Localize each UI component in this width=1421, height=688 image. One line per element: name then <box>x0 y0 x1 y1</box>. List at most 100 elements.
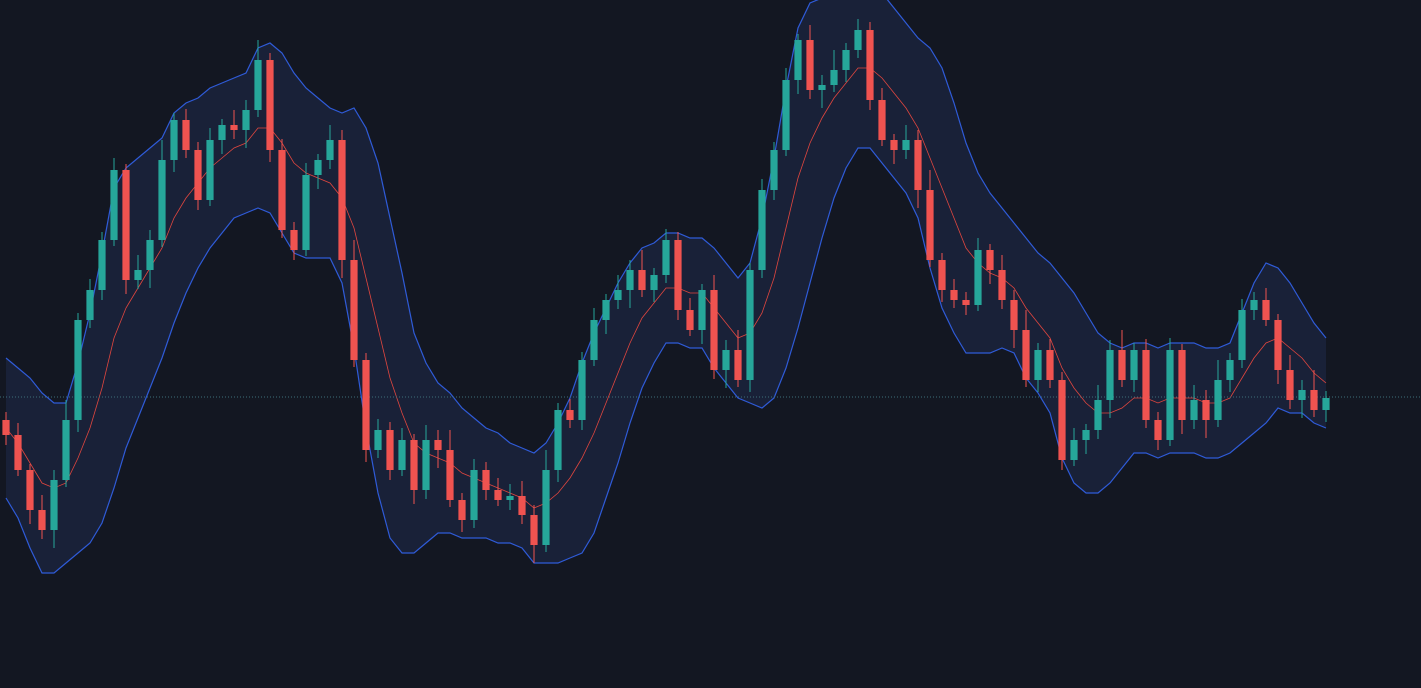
candle-body <box>410 440 418 490</box>
candle-body <box>1238 310 1246 360</box>
candle-layer <box>2 19 1330 563</box>
candle-body <box>818 85 826 90</box>
candle-body <box>1046 350 1054 380</box>
candle-body <box>110 170 118 240</box>
candle-body <box>746 270 754 380</box>
candle-body <box>710 290 718 370</box>
candle-body <box>50 480 58 530</box>
candle-body <box>878 100 886 140</box>
candle-body <box>1274 320 1282 370</box>
candle-body <box>446 450 454 500</box>
candle-body <box>1094 400 1102 430</box>
lower-band <box>5 147 1327 574</box>
candle-body <box>830 70 838 85</box>
candle-body <box>1286 370 1294 400</box>
candle-body <box>998 270 1006 300</box>
candle-body <box>1250 300 1258 310</box>
candle-body <box>290 230 298 250</box>
candle-body <box>194 150 202 200</box>
candle-body <box>950 290 958 300</box>
candle-body <box>962 300 970 305</box>
middle-band <box>5 67 1327 509</box>
candle-body <box>986 250 994 270</box>
candle-body <box>842 50 850 70</box>
candle-body <box>74 320 82 420</box>
candle-body <box>1178 350 1186 420</box>
candle-body <box>698 290 706 330</box>
candle-body <box>686 310 694 330</box>
candle-body <box>434 440 442 450</box>
candle-body <box>350 260 358 360</box>
candle-body <box>722 350 730 370</box>
candle-body <box>1034 350 1042 380</box>
band-fill <box>6 0 1326 573</box>
candle-body <box>170 120 178 160</box>
candle-body <box>206 140 214 200</box>
candle-body <box>254 60 262 110</box>
candle-body <box>866 30 874 100</box>
candle-body <box>674 240 682 310</box>
candle-body <box>266 60 274 150</box>
candle-body <box>1082 430 1090 440</box>
candle-body <box>98 240 106 290</box>
candle-body <box>386 430 394 470</box>
candle-body <box>1154 420 1162 440</box>
candle-body <box>362 360 370 450</box>
candle-body <box>1010 300 1018 330</box>
candle-body <box>794 40 802 80</box>
candle-body <box>278 150 286 230</box>
candle-body <box>974 250 982 305</box>
candle-body <box>938 260 946 290</box>
candle-body <box>62 420 70 480</box>
candle-body <box>134 270 142 280</box>
candle-body <box>2 420 10 435</box>
candle-body <box>1310 390 1318 410</box>
candle-body <box>566 410 574 420</box>
candle-body <box>1130 350 1138 380</box>
candle-body <box>734 350 742 380</box>
candle-body <box>554 410 562 470</box>
candle-body <box>122 170 130 280</box>
candle-body <box>806 40 814 90</box>
candle-body <box>374 430 382 450</box>
candle-body <box>1322 398 1330 410</box>
candle-body <box>230 125 238 130</box>
candle-body <box>578 360 586 420</box>
candle-body <box>602 300 610 320</box>
candle-body <box>902 140 910 150</box>
candle-body <box>458 500 466 520</box>
candle-body <box>242 110 250 130</box>
candle-body <box>626 270 634 290</box>
candle-body <box>146 240 154 270</box>
candle-body <box>914 140 922 190</box>
candle-body <box>650 275 658 290</box>
candle-body <box>38 510 46 530</box>
candle-body <box>218 125 226 140</box>
candle-body <box>1202 400 1210 420</box>
candle-body <box>1070 440 1078 460</box>
candle-body <box>422 440 430 490</box>
candle-body <box>1058 380 1066 460</box>
candle-body <box>854 30 862 50</box>
candle-body <box>1118 350 1126 380</box>
candle-body <box>1262 300 1270 320</box>
candle-body <box>494 490 502 500</box>
candle-body <box>758 190 766 270</box>
candle-body <box>470 470 478 520</box>
candle-body <box>530 515 538 545</box>
candle-body <box>890 140 898 150</box>
candle-body <box>1022 330 1030 380</box>
candle-body <box>506 496 514 500</box>
candle-body <box>662 240 670 275</box>
candle-body <box>158 160 166 240</box>
candle-body <box>638 270 646 290</box>
candle-body <box>1106 350 1114 400</box>
candle-body <box>590 320 598 360</box>
candle-body <box>398 440 406 470</box>
candle-body <box>1190 400 1198 420</box>
candle-body <box>782 80 790 150</box>
candle-body <box>182 120 190 150</box>
candle-body <box>26 470 34 510</box>
